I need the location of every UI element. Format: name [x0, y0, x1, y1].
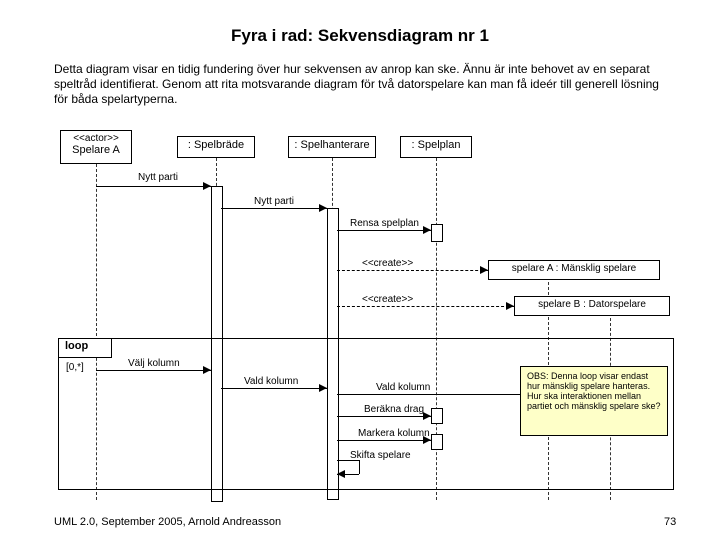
hanterare-name: : Spelhanterare: [293, 139, 371, 151]
footer-right: 73: [664, 516, 676, 528]
msg-arrowhead-8: [423, 412, 431, 420]
loop-guard: [0,*]: [66, 362, 84, 373]
msg-arrowhead-9: [423, 436, 431, 444]
created-spelareB-head: spelare B : Datorspelare: [514, 296, 670, 316]
msg-label-1: Nytt parti: [254, 196, 294, 207]
msg-arrowhead-4: [506, 302, 514, 310]
spelareA-name: spelare A : Mänsklig spelare: [493, 263, 655, 274]
actor-stereotype: <<actor>>: [65, 133, 127, 144]
page: Fyra i rad: Sekvensdiagram nr 1 Detta di…: [0, 0, 720, 540]
msg-arrow-1: [221, 208, 327, 209]
msg-arrow-3: [337, 270, 488, 271]
msg-label-7: Vald kolumn: [376, 382, 430, 393]
msg-arrowhead-2: [423, 226, 431, 234]
lifeline-actor-head: <<actor>> Spelare A: [60, 130, 132, 164]
lifeline-hanterare-head: : Spelhanterare: [288, 136, 376, 158]
actor-name: Spelare A: [65, 144, 127, 156]
msg-label-8: Beräkna drag: [364, 404, 424, 415]
spelareB-name: spelare B : Datorspelare: [519, 299, 665, 310]
footer-left: UML 2.0, September 2005, Arnold Andreass…: [54, 516, 281, 528]
lifeline-plan-head: : Spelplan: [400, 136, 472, 158]
msg-arrowhead-1: [319, 204, 327, 212]
activation-plan-1: [431, 224, 443, 242]
msg-arrow-6: [221, 388, 327, 389]
msg-arrowhead-6: [319, 384, 327, 392]
msg-label-9: Markera kolumn: [358, 428, 430, 439]
msg-arrow-7: [337, 394, 543, 395]
msg-arrow-0: [96, 186, 211, 187]
description-paragraph: Detta diagram visar en tidig fundering ö…: [54, 62, 666, 107]
plan-name: : Spelplan: [405, 139, 467, 151]
msg-label-6: Vald kolumn: [244, 376, 298, 387]
loop-note: OBS: Denna loop visar endast hur mänskli…: [520, 366, 668, 436]
brade-name: : Spelbräde: [182, 139, 250, 151]
lifeline-brade-head: : Spelbräde: [177, 136, 255, 158]
created-spelareA-head: spelare A : Mänsklig spelare: [488, 260, 660, 280]
msg-arrow-2: [337, 230, 431, 231]
msg-arrowhead-3: [480, 266, 488, 274]
msg-arrowhead-0: [203, 182, 211, 190]
msg-arrow-4: [337, 306, 514, 307]
msg-arrow-8: [337, 416, 431, 417]
loop-tab: loop: [58, 338, 112, 358]
msg-label-0: Nytt parti: [138, 172, 178, 183]
msg-label-3: <<create>>: [362, 258, 413, 269]
page-title: Fyra i rad: Sekvensdiagram nr 1: [0, 26, 720, 46]
msg-label-2: Rensa spelplan: [350, 218, 419, 229]
msg-arrowhead-5: [203, 366, 211, 374]
msg-arrow-5: [96, 370, 211, 371]
msg-label-5: Välj kolumn: [128, 358, 180, 369]
msg-arrow-9: [337, 440, 431, 441]
msg-label-4: <<create>>: [362, 294, 413, 305]
